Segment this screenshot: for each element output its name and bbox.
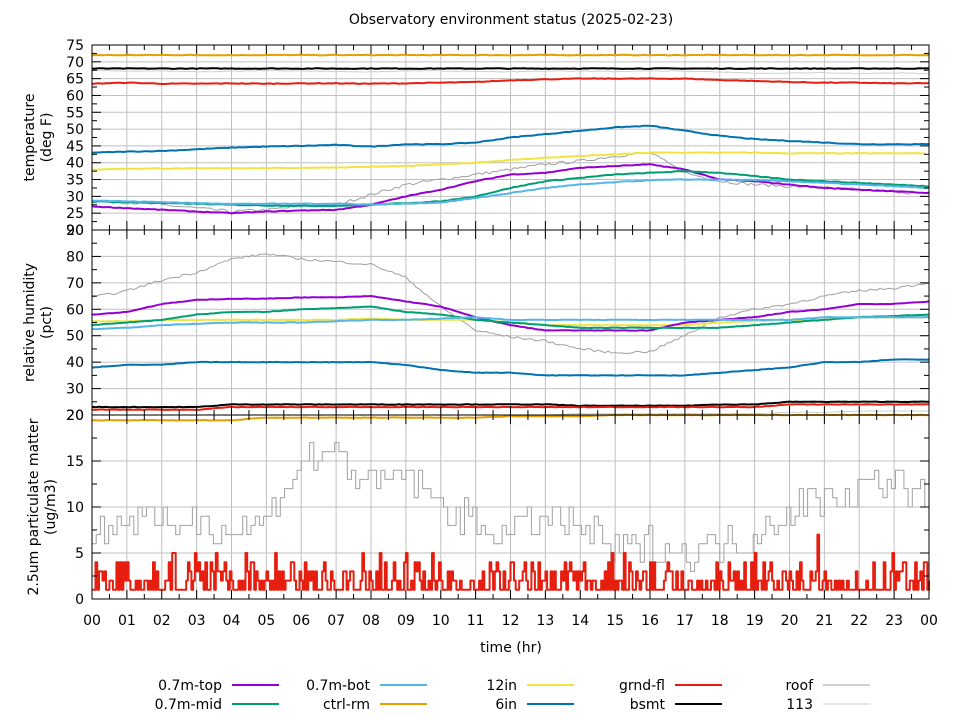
y-tick-label: 45 xyxy=(66,139,84,155)
x-tick-label: 13 xyxy=(536,613,554,629)
series-12in xyxy=(91,151,926,171)
y-axis-label-line1: 2.5um particulate matter xyxy=(26,418,42,595)
y-tick-label: 60 xyxy=(66,302,84,318)
x-tick-label: 23 xyxy=(885,613,903,629)
x-tick-label: 19 xyxy=(746,613,764,629)
x-tick-label: 01 xyxy=(118,613,136,629)
y-axis-label: relative humidity (pct) xyxy=(22,263,55,382)
x-tick-label: 03 xyxy=(188,613,206,629)
y-tick-label: 20 xyxy=(66,408,84,424)
y-tick-label: 65 xyxy=(66,72,84,88)
x-tick-label: 06 xyxy=(292,613,310,629)
x-tick-label: 00 xyxy=(83,613,101,629)
series-bsmt xyxy=(91,67,930,70)
y-tick-label: 50 xyxy=(66,329,84,345)
y-tick-label: 40 xyxy=(66,355,84,371)
legend-label: 6in xyxy=(495,697,517,713)
legend-label: grnd-fl xyxy=(619,678,665,694)
x-tick-label: 18 xyxy=(711,613,729,629)
x-tick-label: 10 xyxy=(432,613,450,629)
y-axis-label: temperature (deg F) xyxy=(22,94,55,182)
legend-label: 0.7m-bot xyxy=(306,678,370,694)
y-tick-label: 0 xyxy=(75,592,84,608)
x-tick-label: 08 xyxy=(362,613,380,629)
series-roof xyxy=(91,253,930,354)
y-tick-label: 10 xyxy=(66,500,84,516)
x-tick-label: 14 xyxy=(571,613,589,629)
y-tick-label: 5 xyxy=(75,546,84,562)
x-tick-label: 12 xyxy=(502,613,520,629)
y-tick-label: 90 xyxy=(66,223,84,239)
y-tick-label: 20 xyxy=(66,408,84,424)
x-tick-label: 21 xyxy=(815,613,833,629)
axes-layer xyxy=(91,44,930,600)
series-grnd-fl xyxy=(91,77,930,85)
series-0-7m-top xyxy=(92,295,930,332)
x-tick-label: 16 xyxy=(641,613,659,629)
y-axis-label-line2: (ug/m3) xyxy=(43,479,59,535)
series-0-7m-bot xyxy=(91,316,930,331)
series-6in xyxy=(91,124,929,154)
legend-label: ctrl-rm xyxy=(323,697,370,713)
series-bsmt xyxy=(91,400,930,409)
series-grnd-fl xyxy=(92,533,930,591)
chart-title: Observatory environment status (2025-02-… xyxy=(349,12,673,28)
x-tick-label: 15 xyxy=(606,613,624,629)
legend-label: 0.7m-top xyxy=(158,678,222,694)
y-axis-label-line1: temperature xyxy=(22,94,38,182)
y-tick-label: 60 xyxy=(66,88,84,104)
legend-label: 0.7m-mid xyxy=(155,697,222,713)
series-6in xyxy=(91,358,930,377)
grid-layer xyxy=(92,45,929,599)
y-tick-label: 40 xyxy=(66,156,84,172)
y-tick-label: 15 xyxy=(66,454,84,470)
y-tick-label: 55 xyxy=(66,105,84,121)
x-tick-label: 04 xyxy=(223,613,241,629)
x-tick-label: 02 xyxy=(153,613,171,629)
y-axis-label-line2: (pct) xyxy=(39,306,55,339)
x-tick-label: 17 xyxy=(676,613,694,629)
y-tick-label: 50 xyxy=(66,122,84,138)
x-tick-label: 05 xyxy=(257,613,275,629)
y-axis-label-line1: relative humidity xyxy=(22,263,38,382)
series-113 xyxy=(91,69,930,75)
legend-label: 113 xyxy=(786,697,813,713)
y-tick-label: 70 xyxy=(66,55,84,71)
x-tick-label: 07 xyxy=(327,613,345,629)
series-0-7m-top xyxy=(91,163,930,215)
y-tick-label: 20 xyxy=(66,223,84,239)
x-tick-label: 22 xyxy=(850,613,868,629)
legend-label: 12in xyxy=(486,678,517,694)
x-axis-label: time (hr) xyxy=(480,640,542,656)
y-tick-label: 30 xyxy=(66,189,84,205)
y-axis-label: 2.5um particulate matter (ug/m3) xyxy=(26,418,59,595)
series-0-7m-mid xyxy=(91,305,930,329)
series-0-7m-bot xyxy=(91,178,930,206)
y-tick-label: 70 xyxy=(66,276,84,292)
x-tick-label: 11 xyxy=(467,613,485,629)
y-tick-label: 75 xyxy=(66,38,84,54)
x-tick-label: 00 xyxy=(920,613,938,629)
y-axis-label-line2: (deg F) xyxy=(39,113,55,163)
y-tick-label: 35 xyxy=(66,173,84,189)
x-tick-label: 09 xyxy=(397,613,415,629)
y-tick-label: 25 xyxy=(66,206,84,222)
x-tick-label: 20 xyxy=(781,613,799,629)
series-ctrl-rm xyxy=(91,53,930,57)
legend-label: bsmt xyxy=(630,697,666,713)
series-roof xyxy=(92,442,930,572)
y-tick-label: 30 xyxy=(66,382,84,398)
y-tick-label: 80 xyxy=(66,249,84,265)
legend-label: roof xyxy=(785,678,814,694)
legend: 0.7m-top 0.7m-mid 0.7m-bot ctrl-rm 12in 6in gr… xyxy=(155,678,870,713)
